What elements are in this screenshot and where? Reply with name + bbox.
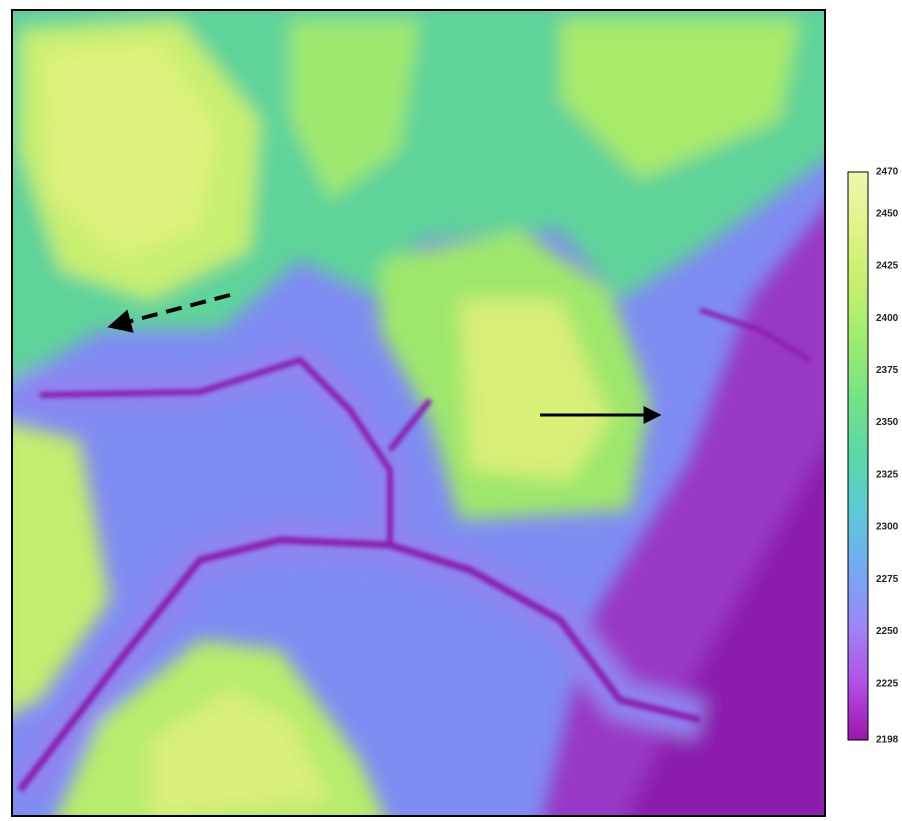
- colorbar-tick-label: 2470: [876, 167, 899, 178]
- terrain: [0, 0, 840, 821]
- colorbar-scale: [848, 172, 868, 740]
- colorbar-tick-label: 2350: [876, 417, 899, 428]
- page: {"colorbar": { "range": [2198, 2470], "t…: [0, 0, 902, 821]
- colorbar-tick-label: 2198: [876, 735, 899, 746]
- colorbar-tick-label: 2400: [876, 313, 899, 324]
- colorbar-tick-label: 2450: [876, 208, 899, 219]
- colorbar-tick-label: 2325: [876, 469, 899, 480]
- colorbar-tick-label: 2275: [876, 574, 899, 585]
- colorbar-tick-label: 2225: [876, 678, 899, 689]
- colorbar-tick-label: 2425: [876, 261, 899, 272]
- colorbar-tick-label: 2300: [876, 522, 899, 533]
- elevation-map: 2470 2450 2425 2400 2375 2350 2325 2300 2275 2250…: [0, 0, 902, 821]
- colorbar-tick-label: 2375: [876, 365, 899, 376]
- colorbar: 2470 2450 2425 2400 2375 2350 2325 2300 2275 2250…: [848, 167, 899, 746]
- colorbar-tick-label: 2250: [876, 626, 899, 637]
